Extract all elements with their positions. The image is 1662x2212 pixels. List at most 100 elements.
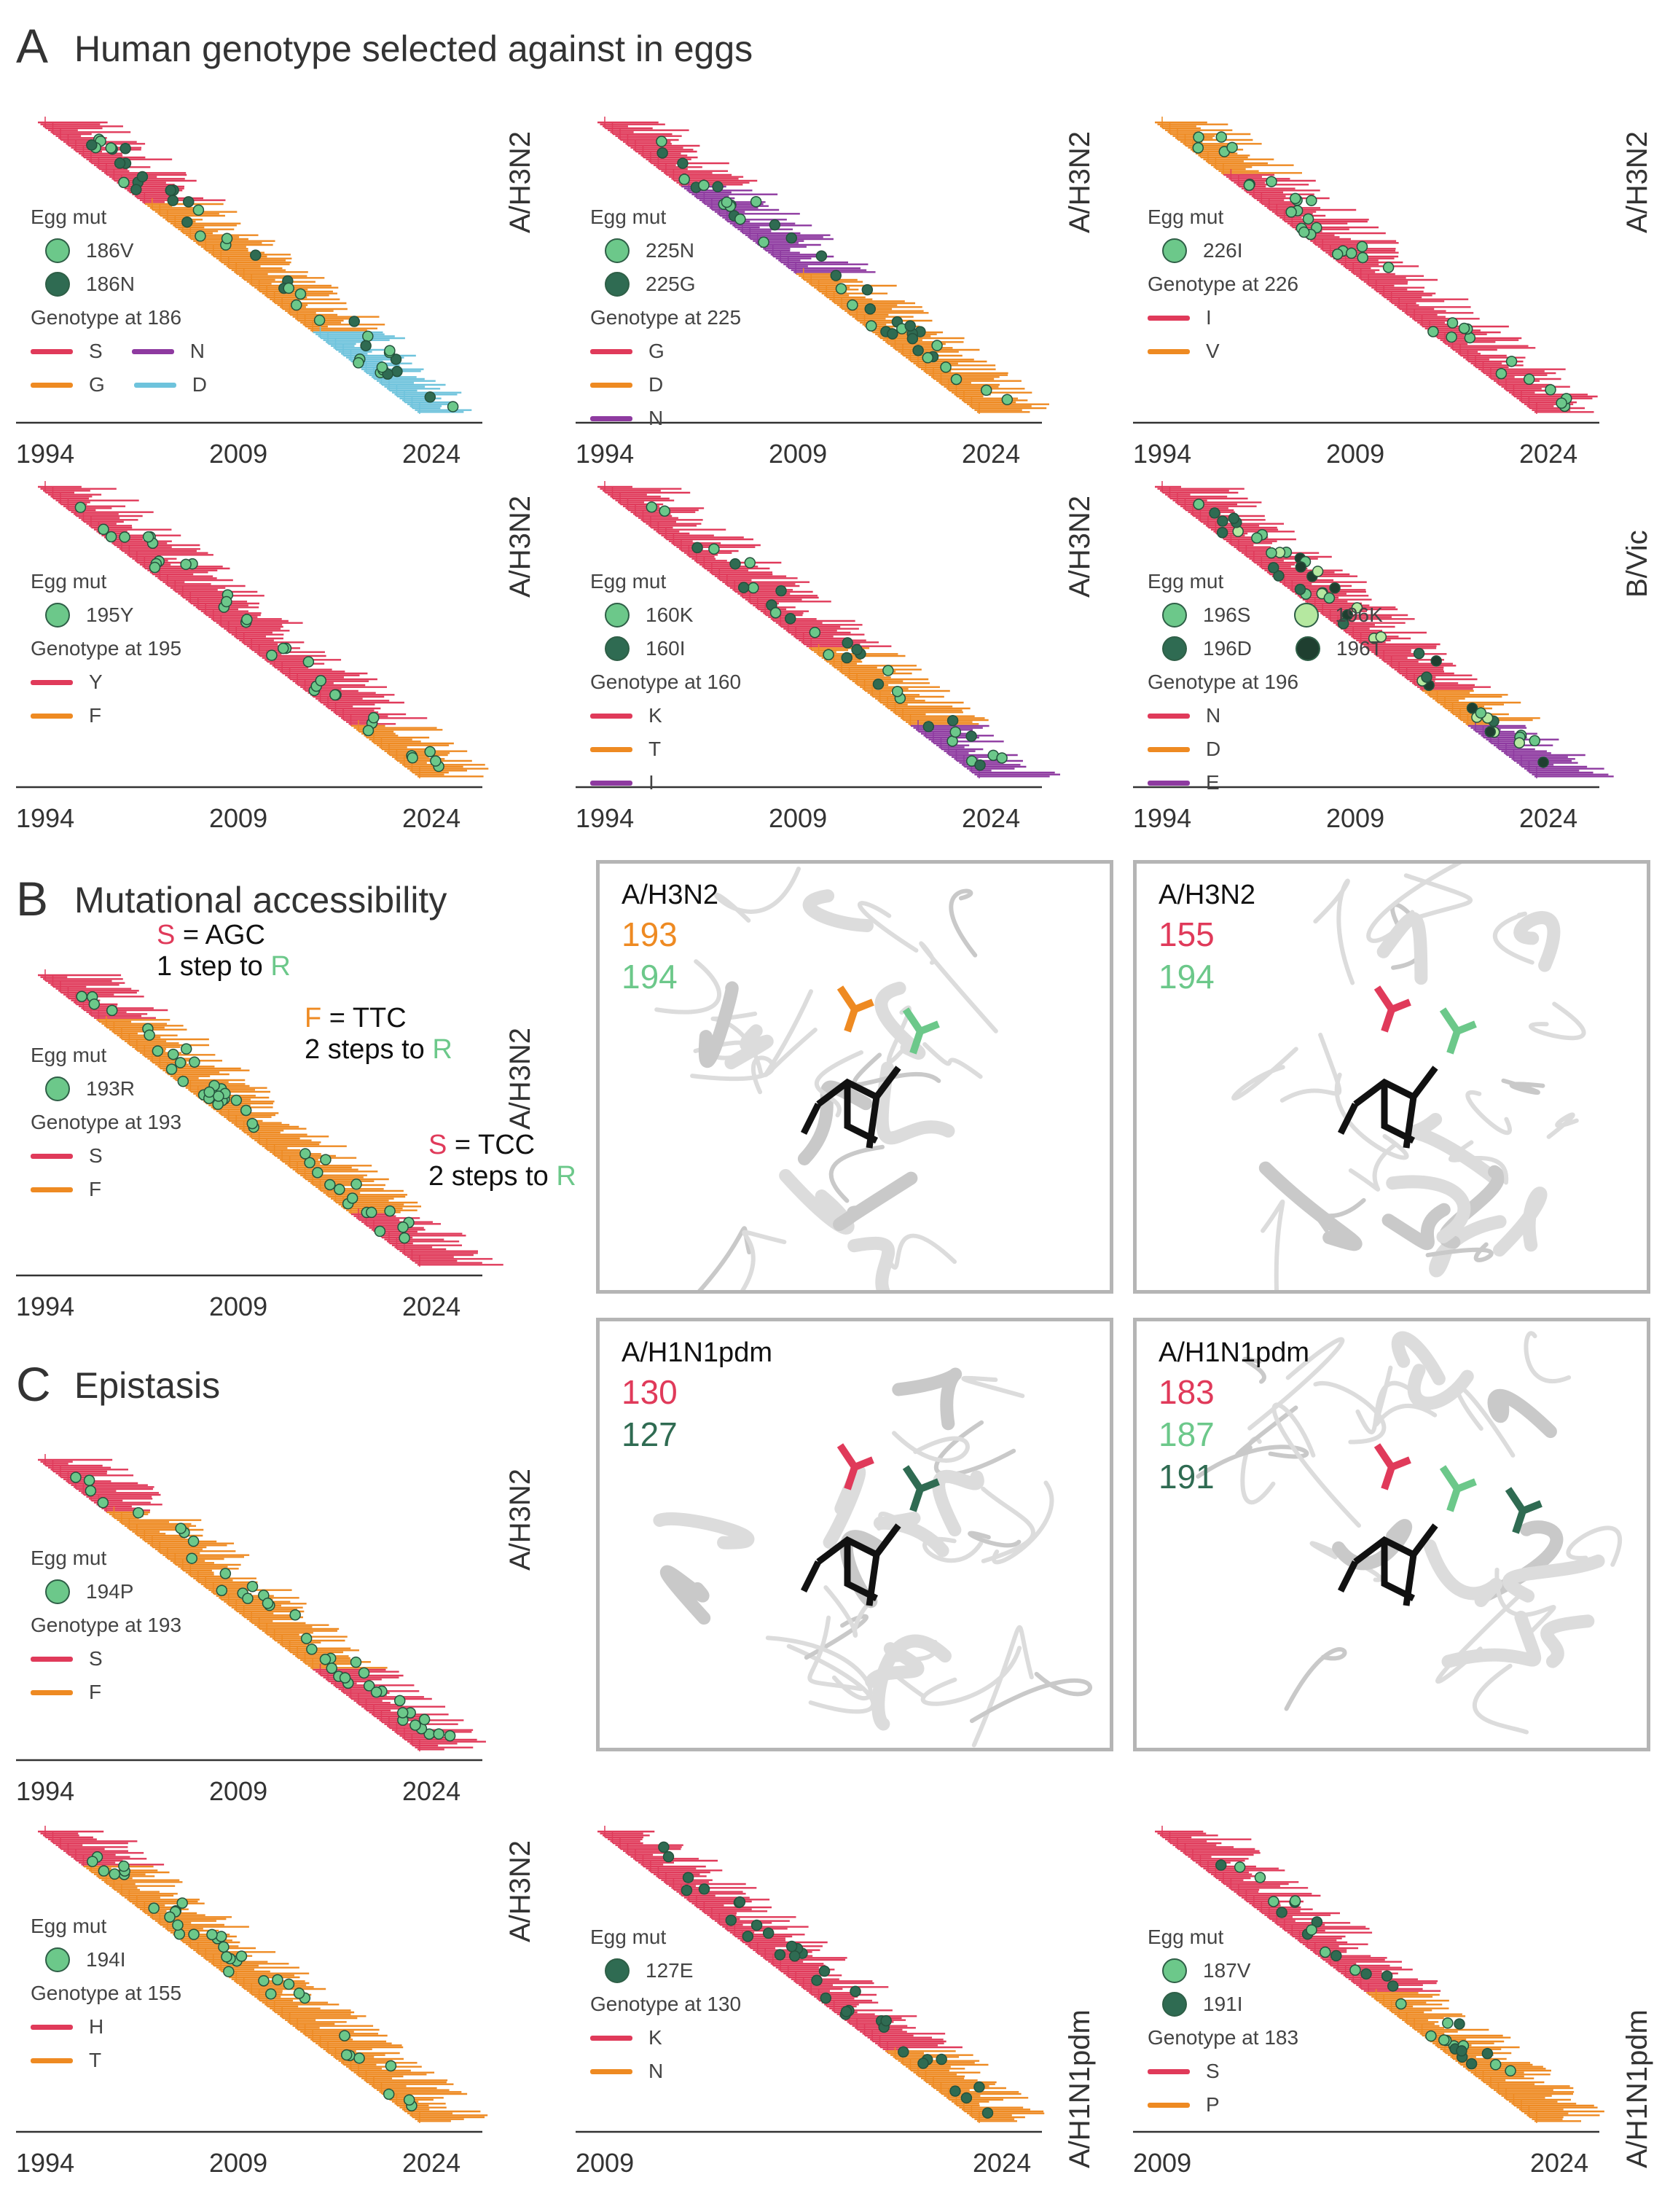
egg-mutation-point [360, 340, 372, 352]
x-tick-label: 2009 [1326, 803, 1385, 833]
legend-egg-label: 160K [646, 603, 694, 626]
ribbon-segment [1513, 911, 1561, 972]
ribbon-segment [857, 901, 919, 953]
legend: Egg mut 160K 160I Genotype at 160 K T I [590, 565, 741, 800]
egg-mutation-point [339, 1672, 351, 1684]
egg-mutation-point [88, 998, 101, 1010]
legend-egg-label: 127E [646, 1959, 694, 1982]
egg-mutation-point [289, 1609, 301, 1621]
egg-mutation-point [85, 1485, 97, 1497]
egg-mutation-point [788, 1950, 801, 1962]
ribbon-segment [1501, 1078, 1545, 1095]
egg-mutation-point [949, 726, 962, 738]
egg-mutation-point [1232, 525, 1244, 537]
legend-egg-label: 196D [1203, 637, 1252, 660]
legend-egg-label: 196S [1203, 603, 1251, 626]
ribbon-segment [934, 1420, 1016, 1477]
egg-mutation-point [374, 1225, 386, 1238]
egg-mutation-point [737, 582, 750, 593]
egg-mutation-point [1311, 1916, 1323, 1928]
ribbon-segment [1258, 1161, 1363, 1251]
egg-mutation-point [809, 626, 821, 638]
egg-mutation-point [1427, 326, 1439, 337]
egg-mutation-point [165, 1063, 178, 1075]
ribbon-segment [814, 1050, 864, 1118]
egg-mutation-point [240, 1104, 252, 1117]
egg-mutation-point [393, 1695, 406, 1707]
ribbon-segment [802, 889, 874, 932]
egg-mutation-point [384, 1205, 396, 1217]
egg-mutation-point [385, 2060, 397, 2072]
ribbon-segment [1391, 1331, 1446, 1386]
egg-mutation-point [922, 352, 933, 364]
ribbon-segment [698, 981, 739, 1068]
egg-mutation-point [1294, 583, 1306, 595]
egg-mutation-point [144, 1029, 155, 1041]
legend-line-swatch [590, 713, 632, 719]
legend-genotype-label: T [89, 2049, 102, 2071]
x-tick-label: 1994 [576, 439, 635, 469]
protein-structure-image [653, 1367, 1092, 1748]
egg-mutation-point [109, 1868, 121, 1880]
section-b-letter: B [16, 872, 49, 926]
egg-mutation-point [87, 1856, 98, 1867]
ribbon-segment [920, 1646, 1022, 1706]
egg-mutation-point [1446, 317, 1459, 329]
egg-mutation-point [750, 195, 762, 208]
egg-mutation-point [1320, 1946, 1331, 1958]
egg-mutation-point [1430, 655, 1442, 667]
egg-mutation-point [1268, 562, 1279, 574]
legend-dot-icon [1162, 603, 1187, 628]
egg-mutation-point [183, 196, 195, 208]
legend-genotype-title: Genotype at 160 [590, 671, 742, 693]
ribbon-segment [1493, 1187, 1548, 1257]
egg-mutation-point [348, 316, 360, 327]
egg-mutation-point [742, 1931, 754, 1942]
egg-mutation-point [950, 373, 963, 386]
legend-dot-icon [45, 1579, 70, 1604]
x-tick-label: 1994 [1133, 803, 1192, 833]
ribbon-segment [871, 1634, 952, 1731]
egg-mutation-point [1192, 142, 1204, 154]
legend: Egg mut 187V 191I Genotype at 183 S P [1148, 1920, 1298, 2122]
highlighted-residue [836, 1443, 874, 1490]
x-tick-label: 1994 [16, 439, 75, 469]
tree-plot-p127 [576, 1826, 1045, 2133]
legend-line-swatch [31, 679, 73, 685]
legend-line-swatch [590, 2035, 632, 2041]
egg-mutation-point [1545, 384, 1556, 396]
egg-mutation-point [898, 2046, 909, 2058]
x-tick-label: 2024 [402, 1776, 461, 1806]
legend-genotype-label: S [1206, 2060, 1220, 2082]
legend-egg-title: Egg mut [31, 206, 107, 228]
egg-mutation-point [1489, 2059, 1502, 2071]
legend: Egg mut 225N 225G Genotype at 225 G D N [590, 200, 741, 435]
legend-line-swatch [590, 746, 632, 752]
tree-panel-p194P: 1994 2009 2024 Egg mut 194P Genotype at 193 S F… [16, 1447, 536, 1840]
ribbon-segment [653, 1512, 755, 1549]
tree-panel-p127: 2009 2024 Egg mut 127E Genotype at 130 K N A/H1… [576, 1818, 1096, 2212]
egg-mutation-point [221, 1951, 232, 1963]
x-tick-label: 1994 [16, 803, 75, 833]
egg-mutation-point [221, 595, 232, 608]
egg-mutation-point [981, 2107, 994, 2119]
legend: Egg mut 194P Genotype at 193 S F [31, 1541, 181, 1709]
ribbon-segment [892, 1431, 970, 1463]
egg-mutation-point [213, 1090, 224, 1102]
ribbon-segment [1376, 912, 1428, 985]
legend-genotype-label: S [89, 340, 103, 362]
ribbon-segment [981, 1486, 1035, 1563]
egg-mutation-point [1001, 394, 1014, 406]
egg-mutation-point [1276, 1907, 1287, 1918]
egg-mutation-point [266, 649, 278, 661]
legend-dot-icon [605, 1958, 630, 1983]
protein-structure-image [1231, 864, 1586, 1290]
section-a-letter: A [16, 19, 49, 73]
legend-genotype-label: N [1206, 704, 1221, 727]
egg-mutation-point [187, 1535, 200, 1547]
egg-mutation-point [917, 2057, 929, 2069]
egg-mutation-point [315, 675, 327, 687]
subtype-label: A/H3N2 [504, 130, 536, 233]
egg-mutation-point [339, 2030, 350, 2041]
egg-mutation-point [181, 216, 193, 228]
